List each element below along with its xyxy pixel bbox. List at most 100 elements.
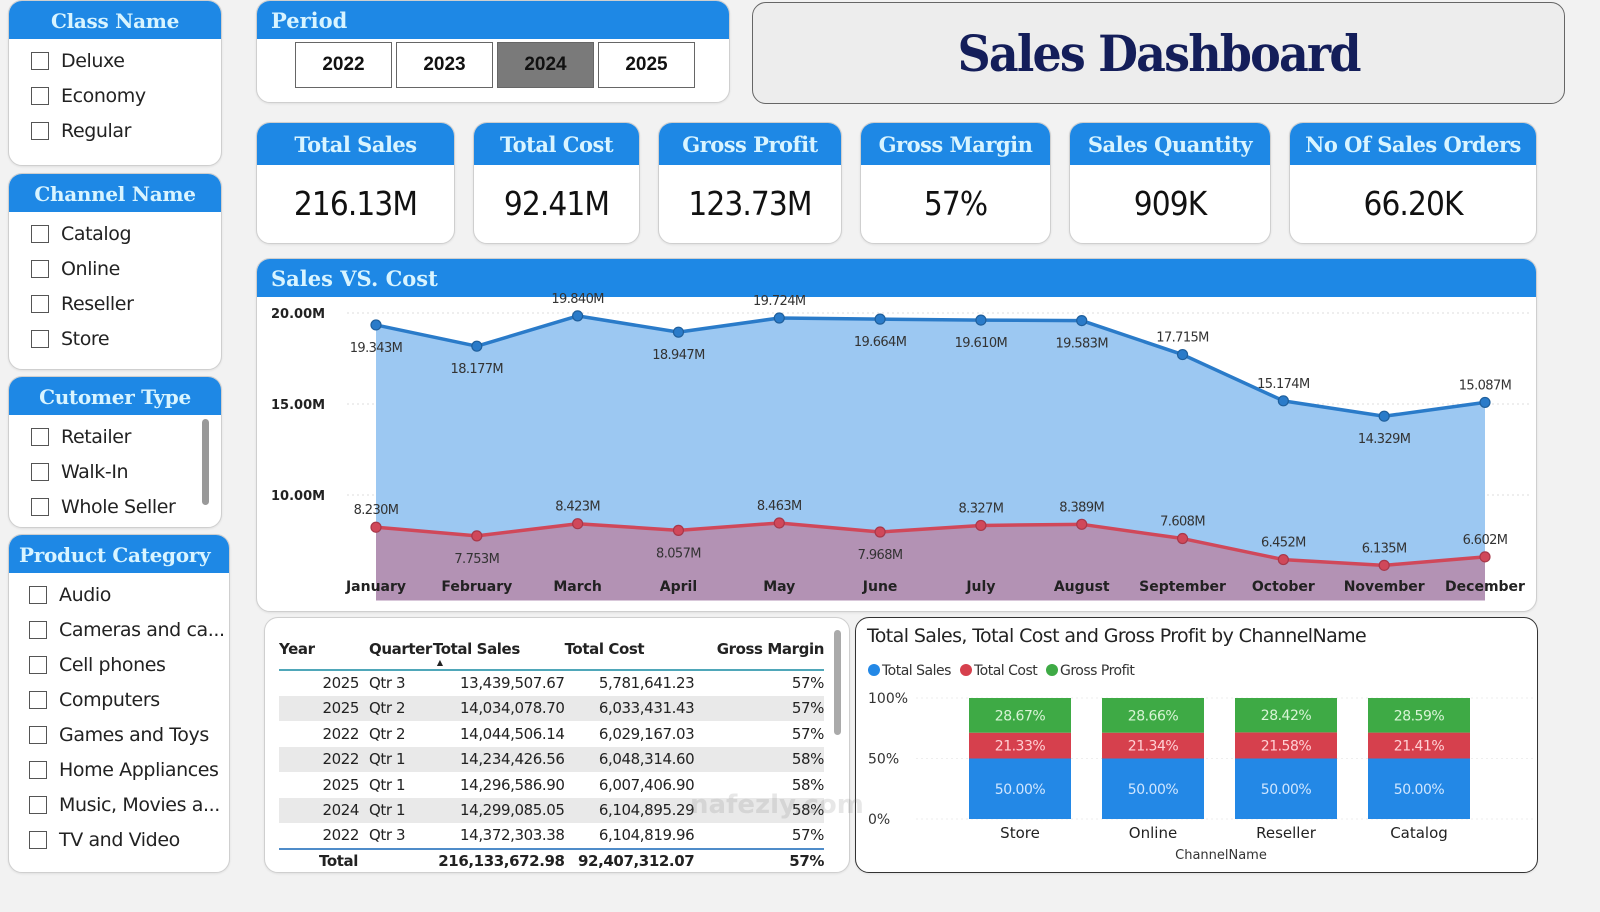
bar-segment-total-cost[interactable]	[969, 732, 1071, 759]
checkbox[interactable]	[31, 427, 49, 446]
slicer-option-online[interactable]: Online	[31, 251, 221, 286]
slicer-option-regular[interactable]: Regular	[31, 113, 221, 148]
checkbox[interactable]	[31, 121, 49, 140]
cell-year: 2022	[322, 724, 360, 743]
bar-segment-gross-profit[interactable]	[1368, 698, 1470, 733]
channel-name-slicer: Channel Name Catalog Online Reseller Store	[8, 173, 222, 370]
cell-total-sales: 14,372,303.38	[460, 826, 565, 845]
year-button-2022[interactable]: 2022	[295, 42, 392, 88]
total-sales-point	[572, 310, 584, 322]
legend-marker-icon	[868, 664, 880, 676]
bar-segment-gross-profit[interactable]	[969, 698, 1071, 733]
checkbox[interactable]	[31, 259, 49, 278]
legend-item-total-sales[interactable]: Total Sales	[868, 663, 952, 679]
slicer-option-home-appliances[interactable]: Home Appliances	[29, 752, 229, 787]
bar-segment-total-cost[interactable]	[1102, 732, 1204, 759]
cell-gross-margin: 57%	[791, 724, 825, 743]
data-label: 19.664M	[854, 335, 907, 350]
column-header-year[interactable]: Year	[279, 628, 360, 671]
cell-quarter: Qtr 1	[359, 746, 433, 772]
total-cost-area	[376, 522, 1485, 601]
slicer-option-reseller[interactable]: Reseller	[31, 286, 221, 321]
cell-total-sales: 14,296,586.90	[460, 775, 565, 794]
slicer-scrollbar[interactable]	[202, 419, 209, 505]
checkbox[interactable]	[31, 497, 49, 516]
bar-segment-total-cost[interactable]	[1235, 732, 1337, 759]
cell-gross-margin: 57%	[694, 695, 824, 721]
bar-segment-total-sales[interactable]	[1368, 758, 1470, 820]
slicer-option-deluxe[interactable]: Deluxe	[31, 43, 221, 78]
checkbox[interactable]	[29, 655, 47, 674]
product-category-slicer: Product Category Audio Cameras and ca... C…	[8, 534, 230, 873]
slicer-option-whole-seller[interactable]: Whole Seller	[31, 489, 221, 524]
kpi-label: Gross Profit	[659, 123, 841, 165]
column-header-total-cost[interactable]: Total Cost	[564, 628, 695, 671]
total-sales-point	[874, 313, 886, 325]
data-label: 15.087M	[1459, 378, 1512, 393]
slicer-option-catalog[interactable]: Catalog	[31, 216, 221, 251]
slicer-option-computers[interactable]: Computers	[29, 682, 229, 717]
legend-item-gross-profit[interactable]: Gross Profit	[1046, 663, 1136, 679]
checkbox[interactable]	[29, 690, 47, 709]
slicer-title: Product Category	[9, 535, 229, 573]
checkbox[interactable]	[31, 86, 49, 105]
legend-item-total-cost[interactable]: Total Cost	[960, 663, 1039, 679]
data-label: 19.610M	[955, 336, 1008, 351]
checkbox[interactable]	[31, 294, 49, 313]
table-scrollbar[interactable]	[834, 630, 841, 735]
bar-segment-total-sales[interactable]	[1235, 758, 1337, 820]
x-tick-label: December	[1445, 579, 1525, 595]
checkbox[interactable]	[29, 760, 47, 779]
table-row: 2025 Qtr 1 14,296,586.90 6,007,406.90 58%	[279, 772, 824, 798]
slicer-option-walk-in[interactable]: Walk-In	[31, 454, 221, 489]
data-label: 7.608M	[1160, 515, 1205, 530]
kpi-value: 57%	[923, 184, 988, 223]
year-button-2023[interactable]: 2023	[396, 42, 493, 88]
checkbox[interactable]	[29, 795, 47, 814]
bar-segment-total-sales[interactable]	[969, 758, 1071, 820]
cell-total-sales: 14,034,078.70	[432, 695, 565, 721]
checkbox[interactable]	[29, 725, 47, 744]
bar-segment-total-sales[interactable]	[1102, 758, 1204, 820]
slicer-option-music-movies-a[interactable]: Music, Movies a...	[29, 787, 229, 822]
slicer-option-cell-phones[interactable]: Cell phones	[29, 647, 229, 682]
cell-year: 2025	[322, 775, 360, 794]
slicer-option-store[interactable]: Store	[31, 321, 221, 356]
checkbox[interactable]	[31, 462, 49, 481]
x-tick-label: March	[553, 579, 602, 595]
option-label: Deluxe	[61, 49, 125, 72]
checkbox[interactable]	[31, 224, 49, 243]
option-label: Home Appliances	[59, 758, 219, 781]
kpi-value: 216.13M	[293, 184, 418, 223]
year-button-2025[interactable]: 2025	[598, 42, 695, 88]
legend-marker-icon	[1046, 664, 1058, 676]
total-sales-point	[773, 312, 785, 324]
slicer-option-economy[interactable]: Economy	[31, 78, 221, 113]
slicer-option-cameras-and-ca[interactable]: Cameras and ca...	[29, 612, 229, 647]
total-cost-point	[874, 526, 886, 538]
cell-gross-margin: 58%	[791, 775, 825, 794]
x-tick-label: Catalog	[1390, 824, 1448, 842]
checkbox[interactable]	[29, 620, 47, 639]
checkbox[interactable]	[29, 585, 47, 604]
x-tick-label: July	[965, 579, 995, 595]
checkbox[interactable]	[29, 830, 47, 849]
column-header-gross-margin[interactable]: Gross Margin	[694, 628, 824, 671]
column-header-quarter[interactable]: Quarter	[359, 628, 433, 671]
slicer-option-audio[interactable]: Audio	[29, 577, 229, 612]
bar-segment-gross-profit[interactable]	[1235, 698, 1337, 733]
data-label: 15.174M	[1257, 377, 1310, 392]
checkbox[interactable]	[31, 329, 49, 348]
slicer-option-retailer[interactable]: Retailer	[31, 419, 221, 454]
slicer-option-games-and-toys[interactable]: Games and Toys	[29, 717, 229, 752]
column-header-total-sales[interactable]: Total Sales ▲	[432, 628, 565, 671]
legend-marker-icon	[960, 664, 972, 676]
bar-segment-total-cost[interactable]	[1368, 732, 1470, 759]
slicer-option-tv-and-video[interactable]: TV and Video	[29, 822, 229, 857]
bar-segment-gross-profit[interactable]	[1102, 698, 1204, 733]
checkbox[interactable]	[31, 51, 49, 70]
dashboard-title-box: Sales Dashboard	[752, 2, 1565, 104]
slicer-list: Retailer Walk-In Whole Seller	[9, 415, 221, 524]
x-tick-label: August	[1054, 579, 1110, 595]
year-button-2024[interactable]: 2024	[497, 42, 594, 88]
